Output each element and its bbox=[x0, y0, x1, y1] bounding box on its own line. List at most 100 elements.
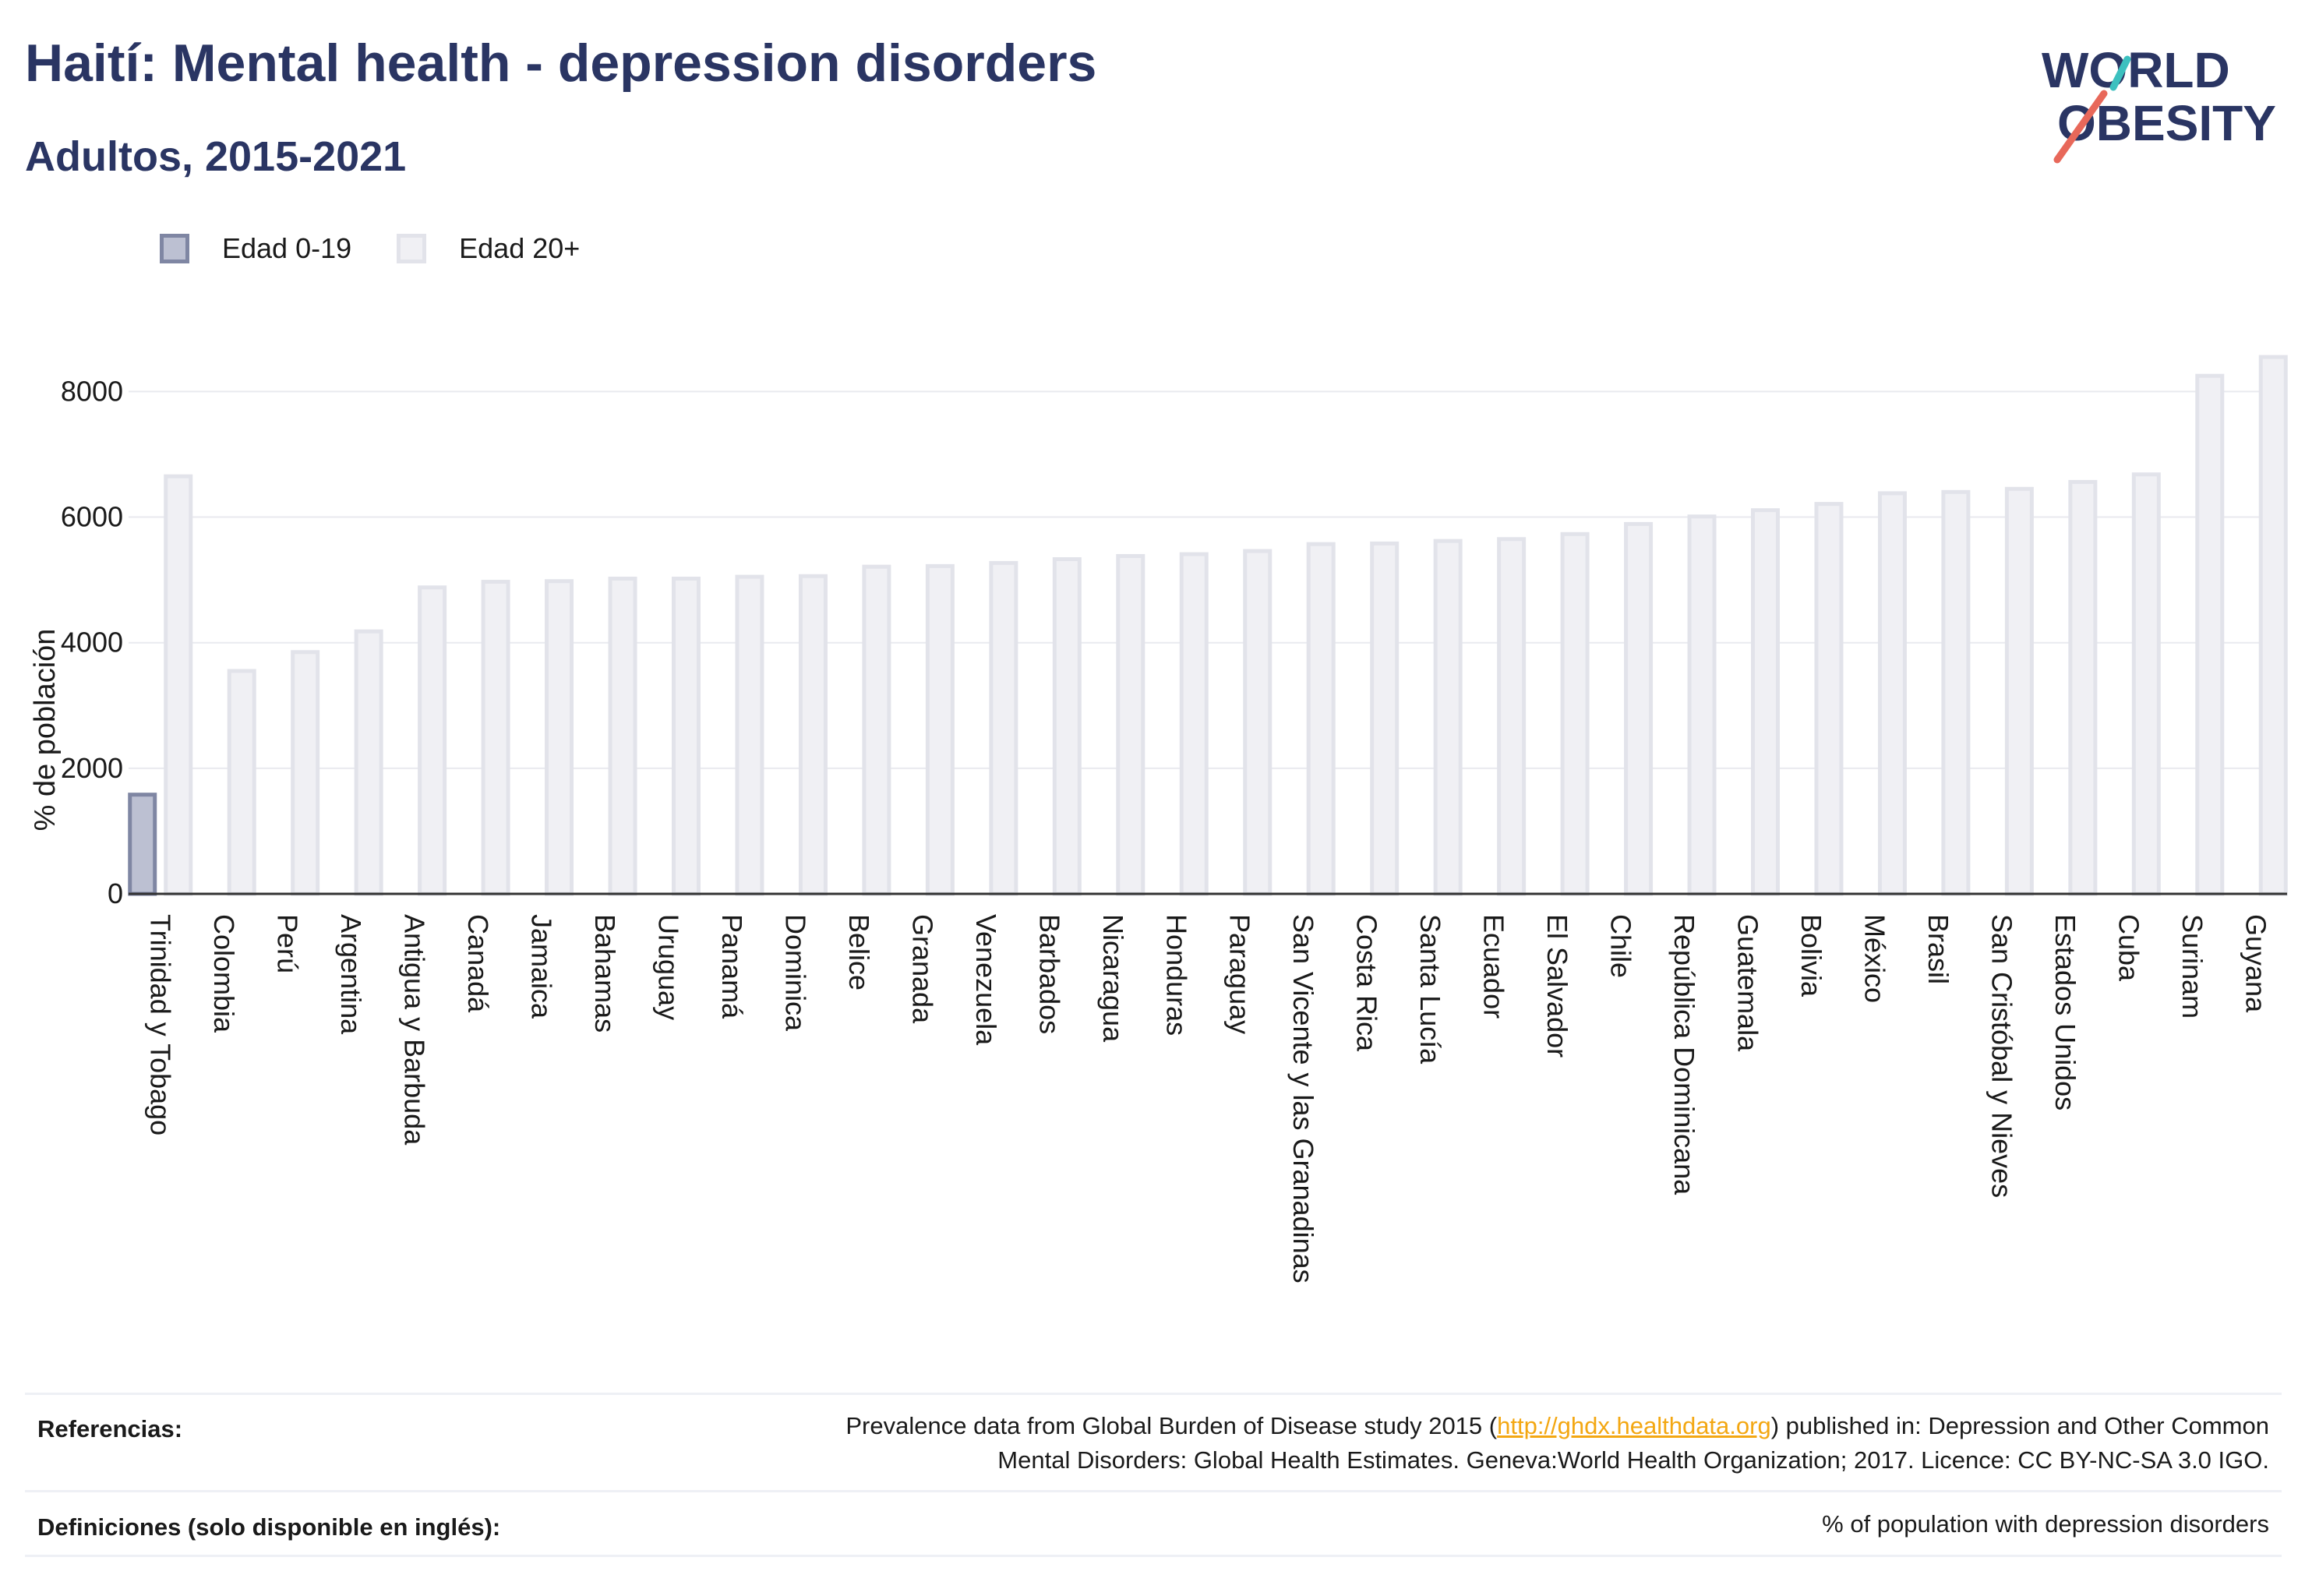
legend-swatch-0-19 bbox=[160, 234, 189, 263]
x-tick-label: Argentina bbox=[335, 914, 367, 1035]
bar-edad-20plus bbox=[1116, 554, 1145, 896]
x-tick-label: San Vicente y las Granadinas bbox=[1287, 914, 1319, 1284]
bar-edad-20plus bbox=[1433, 538, 1463, 896]
bar-edad-20plus bbox=[1687, 514, 1717, 896]
bar-edad-20plus bbox=[862, 564, 891, 896]
x-tick-label: México bbox=[1858, 914, 1890, 1003]
x-tick-label: Panamá bbox=[716, 914, 748, 1019]
y-tick-label: 4000 bbox=[61, 627, 123, 659]
bar-edad-20plus bbox=[2131, 472, 2161, 896]
bar-edad-20plus bbox=[1370, 541, 1400, 896]
bar-edad-20plus bbox=[2258, 355, 2288, 896]
x-tick-label: Canadá bbox=[462, 914, 494, 1013]
bar-edad-20plus bbox=[1814, 502, 1844, 896]
x-tick-label: Venezuela bbox=[970, 914, 1002, 1046]
bar-edad-20plus bbox=[1624, 521, 1654, 896]
x-tick-label: Trinidad y Tobago bbox=[145, 914, 177, 1135]
x-tick-label: Antigua y Barbuda bbox=[399, 914, 431, 1146]
x-tick-label: Chile bbox=[1605, 914, 1637, 978]
x-tick-label: Brasil bbox=[1922, 914, 1954, 984]
x-tick-label: Honduras bbox=[1160, 914, 1192, 1036]
references-text: Prevalence data from Global Burden of Di… bbox=[845, 1409, 2269, 1478]
bar-chart: 0 2000 4000 6000 8000 % de población Trinidad … bbox=[29, 355, 2288, 1284]
logo-line1: WORLD bbox=[2042, 42, 2230, 98]
world-obesity-logo: WORLD OBESITY bbox=[2042, 42, 2276, 164]
bar-edad-20plus bbox=[227, 669, 256, 896]
references-post: ) published in: Depression and Other Com… bbox=[1770, 1412, 2269, 1439]
bar-edad-20plus bbox=[1941, 489, 1971, 896]
bar-edad-20plus bbox=[481, 580, 510, 896]
bar-edad-20plus bbox=[354, 629, 383, 896]
x-tick-label: Cuba bbox=[2113, 914, 2144, 982]
bar-edad-0-19 bbox=[128, 793, 157, 896]
x-tick-label: Bahamas bbox=[589, 914, 621, 1033]
y-tick-label: 6000 bbox=[61, 501, 123, 533]
legend: Edad 0-19 Edad 20+ bbox=[160, 232, 625, 265]
y-tick-label: 0 bbox=[108, 877, 123, 909]
x-tick-label: Guatemala bbox=[1732, 914, 1764, 1052]
bar-edad-20plus bbox=[2004, 486, 2034, 896]
x-tick-label: San Cristóbal y Nieves bbox=[1986, 914, 2017, 1198]
bar-edad-20plus bbox=[608, 577, 637, 896]
x-tick-label: El Salvador bbox=[1541, 914, 1573, 1058]
bar-edad-20plus bbox=[735, 574, 764, 896]
bar-edad-20plus bbox=[1052, 557, 1082, 896]
footer-divider-mid bbox=[25, 1490, 2282, 1492]
x-tick-label: Belice bbox=[843, 914, 875, 990]
bar-edad-20plus bbox=[291, 650, 320, 896]
footer-divider-bottom bbox=[25, 1555, 2282, 1557]
x-tick-label: Barbados bbox=[1033, 914, 1065, 1034]
logo-slash-teal bbox=[2109, 55, 2131, 91]
legend-item-0-19[interactable]: Edad 0-19 bbox=[160, 232, 351, 265]
x-tick-label: Colombia bbox=[208, 914, 240, 1033]
bar-edad-20plus bbox=[2195, 373, 2225, 896]
references-line2: Mental Disorders: Global Health Estimate… bbox=[997, 1446, 2269, 1474]
logo-slash-coral bbox=[2053, 90, 2108, 164]
x-tick-label: Perú bbox=[272, 914, 304, 973]
references-label: Referencias: bbox=[37, 1415, 183, 1442]
bar-edad-20plus bbox=[1306, 542, 1336, 896]
x-tick-label: Surinam bbox=[2176, 914, 2208, 1019]
logo-line2: OBESITY bbox=[2057, 95, 2276, 151]
bar-edad-20plus bbox=[672, 577, 701, 896]
x-tick-label: Ecuador bbox=[1478, 914, 1510, 1019]
bar-edad-20plus bbox=[164, 474, 193, 896]
y-tick-label: 2000 bbox=[61, 752, 123, 784]
bar-edad-20plus bbox=[1560, 531, 1590, 896]
y-axis-label: % de población bbox=[29, 629, 62, 832]
x-tick-label: Granada bbox=[906, 914, 938, 1024]
x-tick-label: Dominica bbox=[779, 914, 811, 1032]
bar-edad-20plus bbox=[1751, 508, 1780, 896]
x-tick-label: Jamaica bbox=[526, 914, 558, 1019]
x-tick-label: Paraguay bbox=[1224, 914, 1256, 1034]
chart-title: Haití: Mental health - depression disord… bbox=[25, 34, 1097, 93]
y-tick-label: 8000 bbox=[61, 375, 123, 407]
x-tick-label: Uruguay bbox=[653, 914, 685, 1020]
bar-edad-20plus bbox=[545, 579, 574, 896]
bar-edad-20plus bbox=[925, 563, 955, 896]
x-tick-label: Estados Unidos bbox=[2049, 914, 2081, 1110]
bar-edad-20plus bbox=[418, 585, 447, 896]
legend-item-20plus[interactable]: Edad 20+ bbox=[397, 232, 580, 265]
references-pre: Prevalence data from Global Burden of Di… bbox=[845, 1412, 1498, 1439]
chart-subtitle: Adultos, 2015-2021 bbox=[25, 133, 407, 180]
legend-swatch-20plus bbox=[397, 234, 427, 263]
bar-edad-20plus bbox=[1243, 549, 1273, 896]
x-tick-label: República Dominicana bbox=[1668, 914, 1700, 1195]
legend-label-20plus: Edad 20+ bbox=[459, 232, 581, 264]
x-tick-label: Guyana bbox=[2240, 914, 2271, 1013]
x-tick-label: Nicaragua bbox=[1097, 914, 1129, 1043]
bar-edad-20plus bbox=[2068, 479, 2098, 896]
bar-edad-20plus bbox=[989, 560, 1018, 896]
footer-divider-top bbox=[25, 1393, 2282, 1395]
bar-edad-20plus bbox=[1497, 537, 1527, 896]
definitions-text: % of population with depression disorder… bbox=[1822, 1510, 2269, 1538]
legend-label-0-19: Edad 0-19 bbox=[222, 232, 352, 264]
bar-edad-20plus bbox=[798, 574, 828, 896]
references-link[interactable]: http://ghdx.healthdata.org bbox=[1497, 1412, 1771, 1439]
x-tick-label: Santa Lucía bbox=[1414, 914, 1446, 1065]
bar-edad-20plus bbox=[1877, 491, 1907, 896]
x-tick-label: Costa Rica bbox=[1351, 914, 1383, 1052]
x-tick-label: Bolivia bbox=[1795, 914, 1827, 998]
definitions-label: Definiciones (solo disponible en inglés)… bbox=[37, 1513, 501, 1541]
